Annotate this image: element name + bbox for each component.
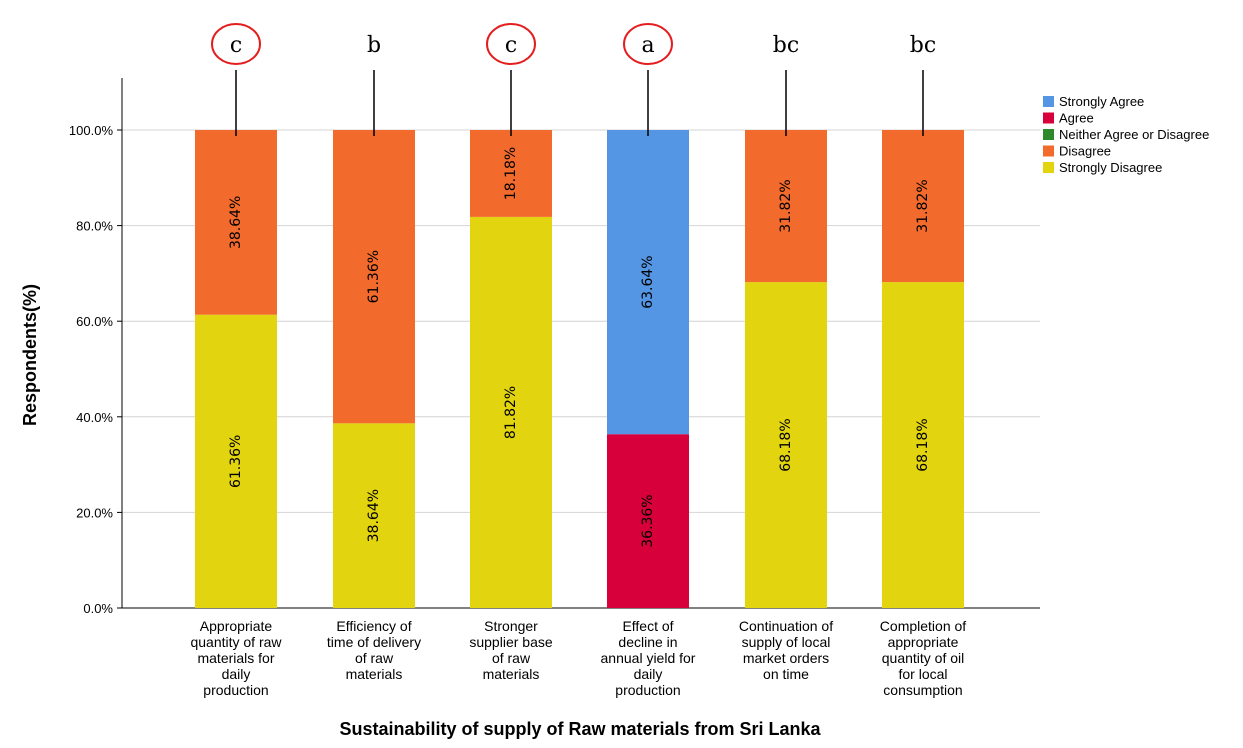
legend-label: Disagree [1059, 144, 1111, 159]
category-label: Effect of decline in annual yield for daily… [601, 618, 696, 698]
bar-segment [195, 314, 277, 608]
significance-letter: bc [773, 33, 799, 58]
bar-segment [333, 130, 415, 424]
significance-letter: bc [910, 33, 936, 58]
significance-letter: b [367, 33, 381, 58]
data-label: 63.64% [640, 255, 656, 308]
category-label: Stronger supplier base of raw materials [469, 618, 552, 682]
data-label: 68.18% [778, 418, 794, 471]
significance-letter: c [505, 33, 517, 58]
y-tick-label: 100.0% [69, 123, 114, 138]
legend-label: Agree [1059, 111, 1094, 126]
data-labels: 61.36% 38.64% 38.64% 61.36% 81.82% 18.18% 36.3… [228, 147, 931, 548]
data-label: 36.36% [640, 494, 656, 547]
y-tick-label: 20.0% [76, 505, 113, 520]
y-tick-label: 60.0% [76, 314, 113, 329]
legend-label: Strongly Disagree [1059, 160, 1162, 175]
y-tick-label: 40.0% [76, 410, 113, 425]
x-axis-title: Sustainability of supply of Raw material… [339, 719, 821, 739]
data-label: 18.18% [503, 147, 519, 200]
category-labels: Appropriate quantity of raw materials for d… [190, 618, 966, 698]
legend-swatch [1043, 112, 1054, 124]
data-label: 31.82% [778, 179, 794, 232]
bar-segment [195, 130, 277, 315]
data-label: 68.18% [915, 418, 931, 471]
bar-segment [745, 282, 827, 608]
data-label: 31.82% [915, 179, 931, 232]
data-label: 61.36% [366, 250, 382, 303]
bars [195, 130, 964, 609]
category-label: Appropriate quantity of raw materials for d… [190, 618, 282, 698]
legend-swatch [1043, 96, 1054, 107]
data-label: 81.82% [503, 386, 519, 439]
y-axis-title: Respondents(%) [20, 284, 40, 426]
legend-swatch [1043, 162, 1054, 173]
significance-letter: a [641, 33, 654, 58]
bar-segment [882, 282, 964, 608]
legend-swatch [1043, 129, 1054, 140]
bar-segment [470, 216, 552, 609]
significance-letter: c [230, 33, 242, 58]
bar-segment [745, 130, 827, 283]
significance-circle [211, 23, 261, 65]
category-label: Completion of appropriate quantity of oil f… [880, 618, 966, 698]
bar-segment [470, 130, 552, 217]
bar-segment [333, 423, 415, 608]
significance-circle [623, 23, 673, 65]
category-label: Continuation of supply of local market ord… [739, 618, 833, 682]
legend-label: Neither Agree or Disagree [1059, 127, 1209, 142]
bar-segment [607, 130, 689, 435]
category-label: Efficiency of time of delivery of raw mater… [327, 618, 421, 682]
data-label: 38.64% [228, 196, 244, 249]
data-label: 61.36% [228, 435, 244, 488]
legend-swatch [1043, 145, 1054, 157]
bar-segment [882, 130, 964, 283]
significance-markers: c b c a bc bc [211, 23, 936, 136]
y-tick-label: 80.0% [76, 219, 113, 234]
data-label: 38.64% [366, 489, 382, 542]
legend-label: Strongly Agree [1059, 94, 1144, 109]
y-tick-label: 0.0% [83, 601, 113, 616]
bar-segment [607, 434, 689, 608]
significance-circle [486, 23, 536, 65]
